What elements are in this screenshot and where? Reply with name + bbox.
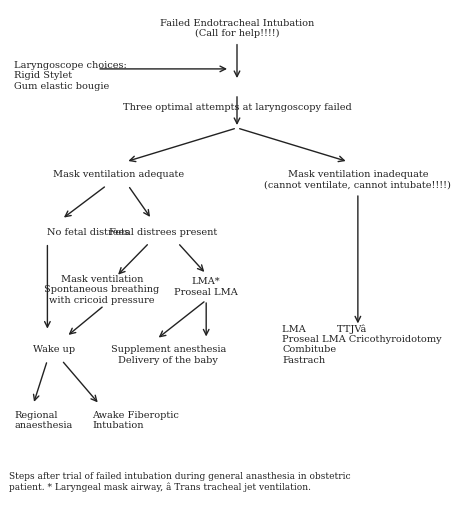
- Text: Regional
anaesthesia: Regional anaesthesia: [14, 410, 73, 430]
- Text: Steps after trial of failed intubation during general anasthesia in obstetric
pa: Steps after trial of failed intubation d…: [9, 472, 351, 492]
- Text: Fetal distrees present: Fetal distrees present: [109, 228, 218, 237]
- Text: No fetal distrees: No fetal distrees: [47, 228, 130, 237]
- Text: Awake Fiberoptic
Intubation: Awake Fiberoptic Intubation: [92, 410, 179, 430]
- Text: Laryngoscope choices:
Rigid Stylet
Gum elastic bougie: Laryngoscope choices: Rigid Stylet Gum e…: [14, 61, 127, 91]
- Text: Three optimal attempts at laryngoscopy failed: Three optimal attempts at laryngoscopy f…: [123, 102, 351, 112]
- Text: Wake up: Wake up: [34, 345, 75, 354]
- Text: Mask ventilation
Spontaneous breathing
with cricoid pressure: Mask ventilation Spontaneous breathing w…: [44, 275, 160, 305]
- Text: Mask ventilation adequate: Mask ventilation adequate: [53, 170, 184, 180]
- Text: LMA          TTJVâ
Proseal LMA Cricothyroidotomy
Combitube
Fastrach: LMA TTJVâ Proseal LMA Cricothyroidotomy …: [282, 324, 442, 365]
- Text: Failed Endotracheal Intubation
(Call for help!!!!): Failed Endotracheal Intubation (Call for…: [160, 19, 314, 39]
- Text: Mask ventilation inadequate
(cannot ventilate, cannot intubate!!!!): Mask ventilation inadequate (cannot vent…: [264, 170, 451, 190]
- Text: LMA*
Proseal LMA: LMA* Proseal LMA: [174, 277, 238, 297]
- Text: Supplement anesthesia
Delivery of the baby: Supplement anesthesia Delivery of the ba…: [110, 345, 226, 365]
